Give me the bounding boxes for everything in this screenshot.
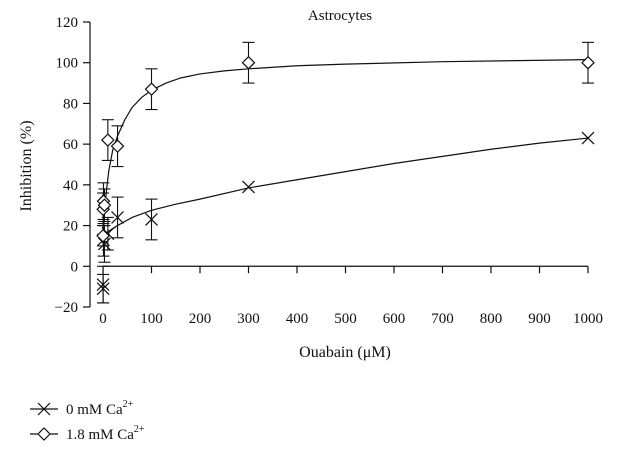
x-marker-stroke [96,282,110,296]
y-tick-label: 80 [63,96,78,112]
series-1p8mM-point [96,228,110,243]
series-1p8mM-point [144,82,159,97]
x-tick-label: 800 [480,311,503,327]
x-marker-stroke [242,180,255,194]
x-tick-label: 100 [140,311,163,327]
legend-label-base: 0 mM Ca [66,402,123,418]
series-0mM-fit-curve [102,137,589,241]
y-axis-label: Inhibition (%) [18,120,35,211]
series-1p8mM-point [241,55,256,70]
legend-marker [37,402,51,416]
x-marker-stroke [98,237,111,251]
legend-label-superscript: 2+ [123,399,134,410]
x-marker-stroke [145,213,158,226]
series-0mM-point [581,131,595,145]
fit-curves [102,59,589,242]
y-tick-label: 100 [56,56,79,72]
x-tick-label: 300 [237,311,260,327]
series-0mM-point [242,180,255,194]
x-tick-label: 200 [189,311,212,327]
series-1p8mM-fit-curve [102,59,589,242]
y-tick-label: 20 [63,219,78,235]
x-tick-label: 400 [286,311,309,327]
x-tick-label: 500 [334,311,357,327]
x-tick-label: 900 [528,311,551,327]
x-tick-label: 600 [383,311,406,327]
series-0mM-point [145,213,158,226]
series-1p8mM-point [101,133,115,147]
y-tick-label: 120 [56,15,79,31]
legend: 0 mM Ca2+1.8 mM Ca2+ [30,399,145,443]
legend-marker [37,427,51,441]
x-marker-stroke [111,211,124,224]
x-axis-label: Ouabain (μM) [299,344,391,361]
axes: −20 0 20 40 60 80 100 120 0 100 200 300 400 500 600 700… [55,15,603,327]
legend-label-superscript: 2+ [134,424,145,435]
x-tick-label: 1000 [573,311,603,327]
series-0mM-point [96,278,110,292]
x-tick-label: 700 [431,311,454,327]
y-tick-label: 60 [63,137,78,153]
x-tick-label: 0 [99,311,107,327]
x-marker-stroke [96,278,110,292]
legend-label: 0 mM Ca2+ [66,399,134,418]
y-tick-label: 40 [63,178,78,194]
legend-label: 1.8 mM Ca2+ [66,424,145,443]
y-tick-label: −20 [55,300,78,316]
x-marker-stroke [581,131,595,145]
y-tick-label: 0 [71,259,79,275]
data-markers [96,55,595,296]
chart-title: Astrocytes [308,8,372,24]
series-1p8mM-point [581,55,595,70]
series-0mM-point [111,211,124,224]
series-1p8mM-point [110,139,125,154]
legend-label-base: 1.8 mM Ca [66,427,134,443]
x-marker-stroke [37,402,51,416]
series-0mM-point [96,282,110,296]
series-1p8mM-point [97,198,112,213]
